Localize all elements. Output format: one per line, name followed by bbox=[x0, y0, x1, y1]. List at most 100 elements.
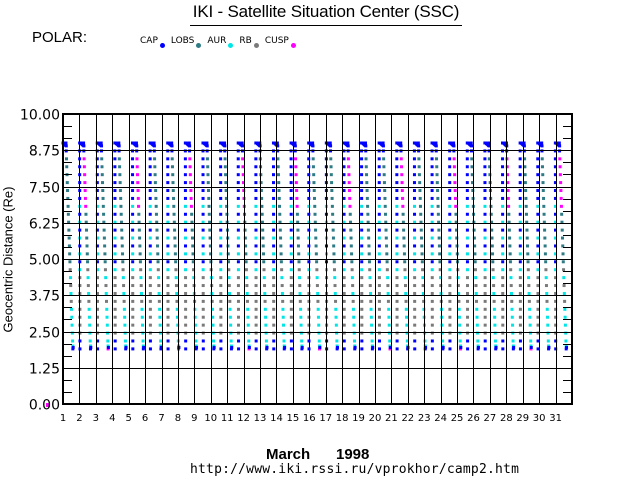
data-point bbox=[518, 299, 522, 303]
data-point bbox=[278, 220, 282, 224]
data-point bbox=[131, 196, 135, 200]
data-point bbox=[201, 260, 205, 264]
data-point bbox=[272, 173, 276, 177]
data-point bbox=[119, 212, 123, 216]
data-point bbox=[483, 204, 487, 208]
data-point bbox=[540, 157, 544, 161]
data-point bbox=[155, 228, 159, 232]
data-point bbox=[299, 331, 303, 335]
source-url[interactable]: http://www.iki.rssi.ru/vprokhor/camp2.ht… bbox=[190, 462, 520, 477]
data-point bbox=[148, 315, 152, 319]
data-point bbox=[351, 284, 355, 288]
data-point bbox=[346, 141, 350, 145]
data-point bbox=[236, 165, 240, 169]
data-point bbox=[554, 299, 558, 303]
data-point bbox=[101, 196, 105, 200]
data-point bbox=[377, 284, 381, 288]
data-point bbox=[206, 173, 210, 177]
data-point bbox=[377, 196, 381, 200]
data-point bbox=[476, 331, 480, 335]
legend-swatch bbox=[159, 43, 165, 48]
data-point bbox=[418, 204, 422, 208]
data-point bbox=[138, 260, 142, 264]
data-point bbox=[518, 189, 522, 193]
data-point bbox=[272, 276, 276, 280]
data-point bbox=[562, 284, 566, 288]
data-point bbox=[360, 291, 364, 295]
data-point bbox=[121, 268, 125, 272]
data-point bbox=[136, 196, 140, 200]
data-point bbox=[113, 331, 117, 335]
data-point bbox=[360, 236, 364, 240]
data-point bbox=[448, 189, 452, 193]
data-point bbox=[219, 196, 223, 200]
data-point bbox=[440, 323, 444, 327]
data-point bbox=[241, 181, 245, 185]
data-point bbox=[189, 204, 193, 208]
data-point bbox=[332, 244, 336, 248]
data-point bbox=[377, 291, 381, 295]
data-point bbox=[353, 339, 357, 343]
data-point bbox=[184, 260, 188, 264]
data-point bbox=[466, 339, 470, 343]
data-point bbox=[208, 244, 212, 248]
data-point bbox=[260, 204, 264, 208]
data-point bbox=[501, 212, 505, 216]
data-point bbox=[148, 204, 152, 208]
data-point bbox=[331, 236, 335, 240]
data-point bbox=[272, 236, 276, 240]
data-point bbox=[430, 315, 434, 319]
x-tick-label: 19 bbox=[352, 413, 365, 424]
data-point bbox=[289, 331, 293, 335]
data-point bbox=[174, 260, 178, 264]
data-point bbox=[475, 307, 479, 311]
data-point bbox=[335, 339, 339, 343]
data-point bbox=[188, 144, 192, 148]
data-point bbox=[184, 244, 188, 248]
data-point bbox=[413, 339, 417, 343]
data-point bbox=[170, 157, 174, 161]
data-point bbox=[297, 260, 301, 264]
data-point bbox=[342, 165, 346, 169]
data-point bbox=[156, 260, 160, 264]
data-point bbox=[307, 165, 311, 169]
data-point bbox=[82, 141, 86, 145]
data-point bbox=[470, 157, 474, 161]
data-point bbox=[205, 157, 209, 161]
data-point bbox=[525, 236, 529, 240]
data-point bbox=[148, 196, 152, 200]
data-point bbox=[289, 189, 293, 193]
data-point bbox=[262, 268, 266, 272]
data-point bbox=[166, 165, 170, 169]
data-point bbox=[367, 236, 371, 240]
data-point bbox=[289, 284, 293, 288]
data-point bbox=[166, 244, 170, 248]
data-point bbox=[148, 268, 152, 272]
data-point bbox=[528, 307, 532, 311]
data-point bbox=[360, 323, 364, 327]
data-point bbox=[527, 284, 531, 288]
data-point bbox=[536, 315, 540, 319]
data-point bbox=[96, 347, 100, 351]
data-point bbox=[368, 276, 372, 280]
data-point bbox=[219, 220, 223, 224]
data-point bbox=[261, 252, 265, 256]
data-point bbox=[136, 189, 140, 193]
data-point bbox=[401, 212, 405, 216]
data-point bbox=[330, 204, 334, 208]
data-point bbox=[189, 181, 193, 185]
data-point bbox=[131, 268, 135, 272]
data-point bbox=[512, 345, 516, 349]
data-point bbox=[166, 347, 170, 351]
data-point bbox=[403, 276, 407, 280]
data-point bbox=[201, 204, 205, 208]
data-point bbox=[219, 284, 223, 288]
data-point bbox=[263, 299, 267, 303]
data-point bbox=[360, 212, 364, 216]
data-point bbox=[236, 196, 240, 200]
data-point bbox=[137, 212, 141, 216]
data-point bbox=[117, 144, 121, 148]
data-point bbox=[413, 307, 417, 311]
data-point bbox=[175, 307, 179, 311]
data-point bbox=[166, 189, 170, 193]
